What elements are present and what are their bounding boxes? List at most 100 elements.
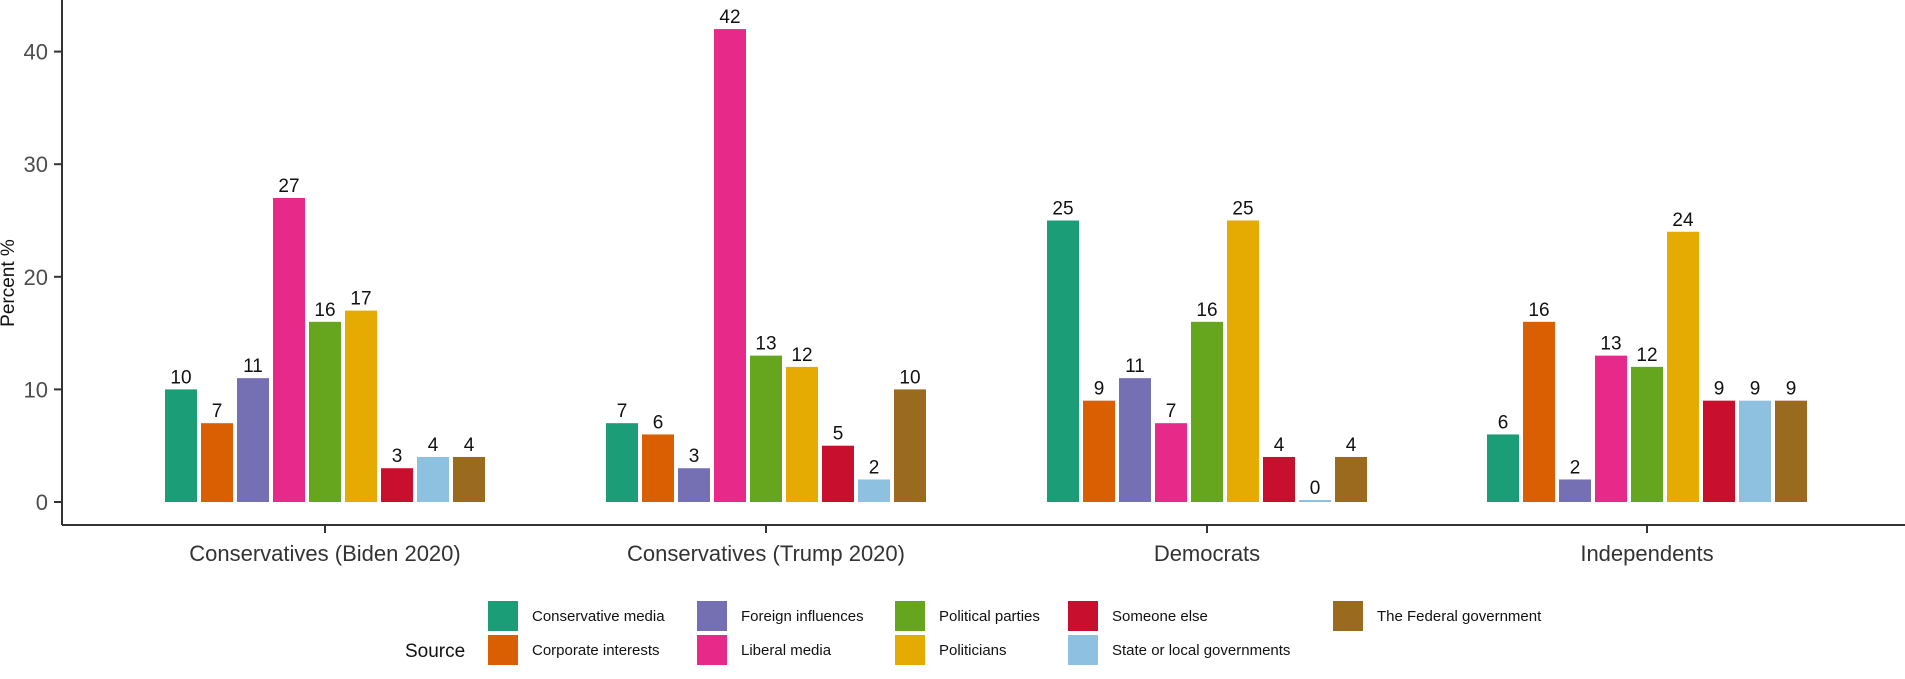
bar-value-label: 6 [1498,412,1509,433]
bar-group: 7 6 3 42 13 12 5 2 10 [606,7,926,503]
y-tick-label: 30 [24,152,48,177]
bar-value-label: 13 [755,334,776,355]
bar-value-label: 24 [1672,210,1694,231]
legend-swatch [1333,601,1363,631]
bar-value-label: 16 [1528,300,1549,321]
bar-value-label: 25 [1232,199,1253,220]
legend-label: Foreign influences [741,608,864,625]
legend: Source Conservative media Corporate inter… [405,601,1542,665]
legend-label: The Federal government [1377,608,1542,625]
bar [714,29,746,503]
bar [1739,400,1771,502]
bar [1703,400,1735,502]
bar-value-label: 2 [869,457,880,478]
bar-value-label: 10 [899,367,920,388]
bar [1155,423,1187,502]
bar-group: 6 16 2 13 12 24 9 9 9 [1487,210,1807,502]
bar-value-label: 9 [1786,379,1797,400]
legend-label: State or local governments [1112,642,1290,659]
bar-value-label: 7 [617,401,628,422]
bar [453,456,485,502]
bar [1047,220,1079,502]
bar-value-label: 7 [212,401,223,422]
bar [1595,355,1627,502]
bar-value-label: 4 [1346,435,1357,456]
bar [273,197,305,503]
bar-value-label: 16 [1196,300,1217,321]
bar [1667,231,1699,502]
legend-item: Politicians [895,635,1007,665]
bar-value-label: 4 [428,435,439,456]
x-axis: Conservatives (Biden 2020) Conservatives … [62,524,1905,566]
bar-value-label: 7 [1166,401,1177,422]
legend-label: Corporate interests [532,642,660,659]
legend-label: Political parties [939,608,1040,625]
bar [1631,366,1663,502]
legend-item: State or local governments [1068,635,1290,665]
bar-value-label: 12 [1636,345,1657,366]
legend-swatch [488,601,518,631]
bar-group: 10 7 11 27 16 17 3 4 4 [165,176,485,503]
legend-swatch [697,601,727,631]
bar-value-label: 11 [1125,356,1145,377]
bar [309,321,341,502]
bar-value-label: 11 [243,356,263,377]
bar-value-label: 13 [1600,334,1621,355]
bar [642,434,674,502]
bar-value-label: 16 [314,300,335,321]
bar-value-label: 6 [653,412,664,433]
bar-value-label: 9 [1714,379,1725,400]
bar [345,310,377,502]
bar [822,445,854,502]
bar-value-label: 27 [278,176,299,197]
bar-value-label: 42 [719,7,740,28]
y-tick-label: 20 [24,265,48,290]
bar-group: 25 9 11 7 16 25 4 0 4 [1047,199,1367,502]
bar [894,389,926,502]
legend-item: Foreign influences [697,601,864,631]
bar [606,423,638,502]
legend-label: Liberal media [741,642,832,659]
bar [1263,456,1295,502]
legend-item: Corporate interests [488,635,660,665]
legend-swatch [895,601,925,631]
bar-value-label: 2 [1570,457,1581,478]
y-axis-title: Percent % [0,239,19,327]
y-axis: 0 10 20 30 40 [24,0,63,525]
legend-item: Liberal media [697,635,832,665]
legend-item: Someone else [1068,601,1208,631]
legend-item: The Federal government [1333,601,1542,631]
bar [1119,378,1151,502]
legend-item: Conservative media [488,601,665,631]
bar [1227,220,1259,502]
bar [786,366,818,502]
legend-item: Political parties [895,601,1040,631]
bar [417,456,449,502]
bar [1559,479,1591,502]
bar [678,468,710,502]
x-tick-label: Independents [1580,541,1713,566]
y-tick-label: 10 [24,377,48,402]
bar-value-label: 4 [464,435,475,456]
bar-value-label: 5 [833,424,844,445]
y-tick-label: 0 [36,490,48,515]
bar-value-label: 3 [392,446,403,467]
bar-value-label: 4 [1274,435,1285,456]
x-tick-label: Conservatives (Biden 2020) [189,541,460,566]
bar [201,423,233,502]
bar-value-label: 25 [1052,199,1073,220]
legend-swatch [1068,635,1098,665]
bar [1487,434,1519,502]
bar-value-label: 3 [689,446,700,467]
bar [1335,456,1367,502]
legend-label: Conservative media [532,608,665,625]
bar-value-label: 10 [170,367,191,388]
legend-swatch [488,635,518,665]
x-tick-label: Democrats [1154,541,1260,566]
bar [858,479,890,502]
bar-value-label: 0 [1310,478,1321,499]
legend-label: Politicians [939,642,1007,659]
x-tick-label: Conservatives (Trump 2020) [627,541,905,566]
